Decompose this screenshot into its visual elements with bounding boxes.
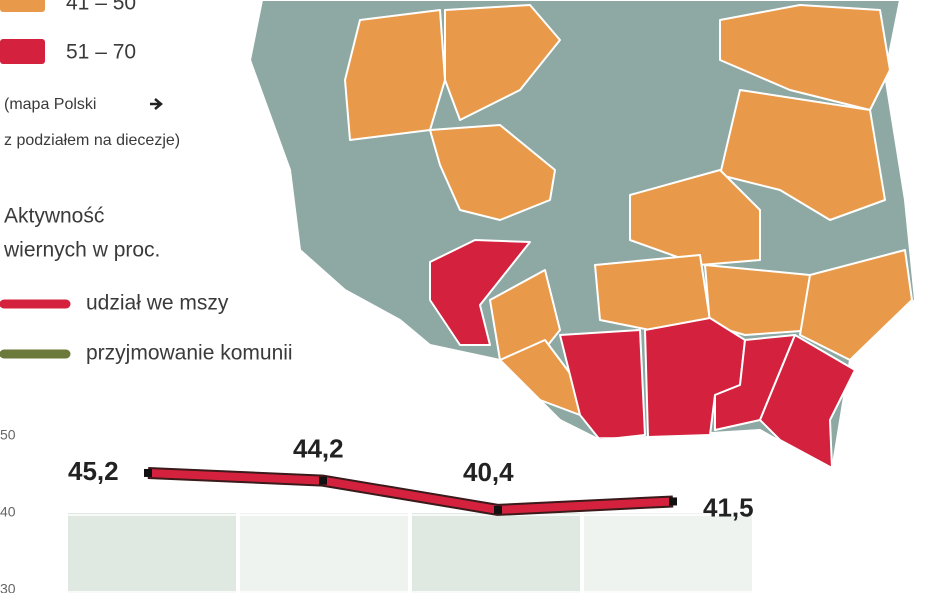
point-marker <box>669 497 677 506</box>
map-region <box>719 4 891 111</box>
background-band <box>412 513 580 593</box>
legend-label: 51 – 70 <box>66 41 136 64</box>
legend-swatch <box>0 0 45 12</box>
map-region <box>629 169 761 266</box>
background-band <box>240 513 408 593</box>
map-region <box>799 249 913 361</box>
map-note: z podziałem na diecezje) <box>4 132 180 149</box>
background-band <box>68 513 236 593</box>
value-label: 41,5 <box>703 492 754 522</box>
legend-label: przyjmowanie komunii <box>86 342 293 365</box>
map-region <box>344 9 446 141</box>
point-marker <box>319 476 327 485</box>
legend-label: udział we mszy <box>86 292 229 315</box>
map-region <box>759 334 856 469</box>
point-marker <box>144 468 152 477</box>
map-legend: 41 – 50 51 – 70 (mapa Polski z podziałem… <box>0 0 180 149</box>
map-region <box>429 239 531 346</box>
value-label: 44,2 <box>293 434 344 464</box>
line <box>147 468 674 514</box>
map-region <box>594 254 711 331</box>
map-region <box>429 124 556 221</box>
plot: udział we mszy przyjmowanie komunii 50 40 30… <box>0 292 760 593</box>
map-note: (mapa Polski <box>4 96 96 113</box>
chart-title: Aktywność <box>4 205 104 228</box>
legend-swatch <box>0 39 45 64</box>
arrow-icon <box>150 98 163 110</box>
map-region <box>704 264 816 336</box>
map-of-poland <box>249 0 916 471</box>
background-band <box>584 513 752 593</box>
legend-label: 41 – 50 <box>66 0 136 15</box>
y-tick-label: 40 <box>0 504 16 520</box>
chart-title: wiernych w proc. <box>3 239 160 262</box>
map-region <box>444 4 561 121</box>
y-tick-label: 30 <box>0 581 16 593</box>
y-tick-label: 50 <box>0 427 16 443</box>
point-marker <box>494 505 502 514</box>
value-label: 45,2 <box>68 456 119 486</box>
map-region <box>489 269 561 361</box>
value-label: 40,4 <box>463 457 514 487</box>
